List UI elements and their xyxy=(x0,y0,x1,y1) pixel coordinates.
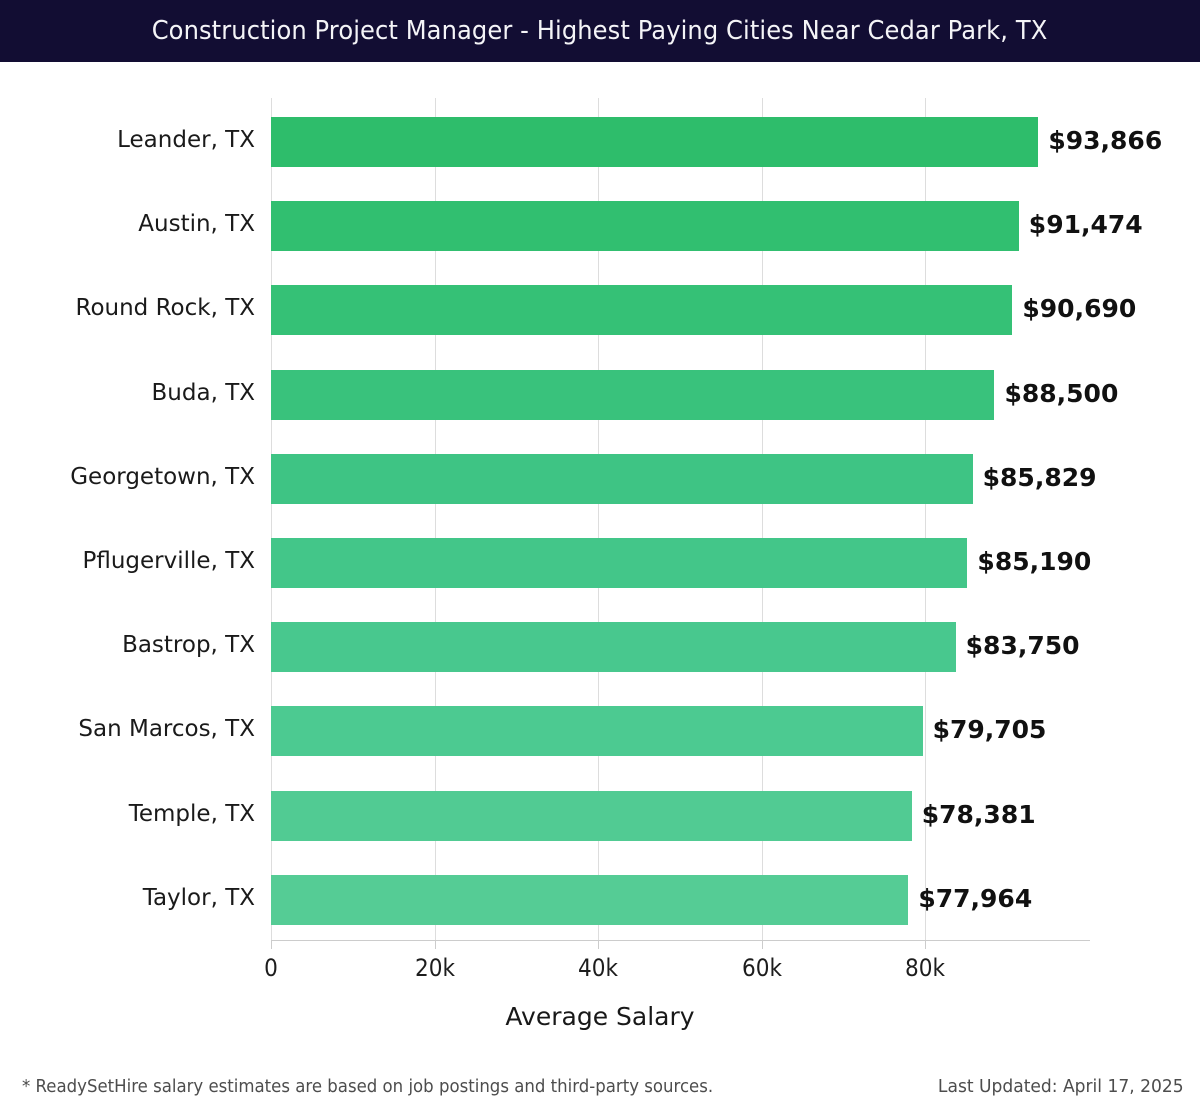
y-axis-category-label: Round Rock, TX xyxy=(75,295,256,322)
gridline xyxy=(761,98,763,940)
y-axis-category-label: Temple, TX xyxy=(128,800,255,827)
bar-value-label: $93,866 xyxy=(1048,126,1163,155)
bar[interactable] xyxy=(271,706,923,757)
y-axis-category-label: Austin, TX xyxy=(138,211,255,238)
bar[interactable] xyxy=(271,453,973,504)
y-axis-category-label: Bastrop, TX xyxy=(122,632,255,659)
x-axis-tick xyxy=(434,940,436,949)
bar[interactable] xyxy=(271,285,1013,336)
plot-area xyxy=(271,98,1090,940)
x-axis-tick-label: 60k xyxy=(741,954,782,982)
bar[interactable] xyxy=(271,538,968,588)
x-axis-title: Average Salary xyxy=(505,1002,695,1031)
footer-last-updated: Last Updated: April 17, 2025 xyxy=(938,1076,1184,1097)
page-title: Construction Project Manager - Highest P… xyxy=(152,16,1048,46)
y-axis-category-label: Buda, TX xyxy=(151,379,255,406)
y-axis-category-label: Georgetown, TX xyxy=(70,463,255,490)
x-axis-tick xyxy=(271,940,272,949)
x-axis-tick-label: 40k xyxy=(578,954,618,982)
x-axis-tick-label: 0 xyxy=(264,954,278,982)
bar[interactable] xyxy=(271,117,1039,167)
x-axis-tick-label: 20k xyxy=(414,954,455,982)
gridline xyxy=(598,98,599,940)
bar-value-label: $90,690 xyxy=(1022,294,1137,324)
x-axis-tick xyxy=(598,940,599,949)
bar-value-label: $79,705 xyxy=(932,715,1047,745)
bar[interactable] xyxy=(271,369,995,420)
y-axis-category-label: Pflugerville, TX xyxy=(82,548,256,574)
gridline xyxy=(925,98,926,940)
x-axis-tick xyxy=(925,940,926,949)
bar-value-label: $91,474 xyxy=(1028,210,1143,240)
x-axis-tick-label: 80k xyxy=(905,954,945,982)
bar[interactable] xyxy=(271,874,909,925)
x-axis-tick xyxy=(761,940,763,949)
bar-value-label: $88,500 xyxy=(1004,378,1119,408)
gridline xyxy=(434,98,436,940)
bar[interactable] xyxy=(271,790,912,841)
bar-chart: Average Salary 0 20k 40k 60k 80k Leander, TX $… xyxy=(0,62,1200,1062)
footer: * ReadySetHire salary estimates are base… xyxy=(0,1072,1200,1120)
title-bar: Construction Project Manager - Highest P… xyxy=(0,0,1200,62)
bar-value-label: $85,190 xyxy=(977,547,1092,576)
bar[interactable] xyxy=(271,201,1019,252)
bar-value-label: $77,964 xyxy=(918,883,1033,913)
footer-disclaimer: * ReadySetHire salary estimates are base… xyxy=(22,1076,714,1097)
bar-value-label: $85,829 xyxy=(982,462,1097,492)
bar-value-label: $78,381 xyxy=(921,799,1036,829)
y-axis-category-label: San Marcos, TX xyxy=(78,716,255,743)
bar-value-label: $83,750 xyxy=(965,631,1080,661)
gridline xyxy=(271,98,272,940)
y-axis-category-label: Leander, TX xyxy=(117,127,255,153)
y-axis-category-label: Taylor, TX xyxy=(142,884,255,911)
bar[interactable] xyxy=(271,622,956,673)
x-axis-line xyxy=(271,940,1090,941)
